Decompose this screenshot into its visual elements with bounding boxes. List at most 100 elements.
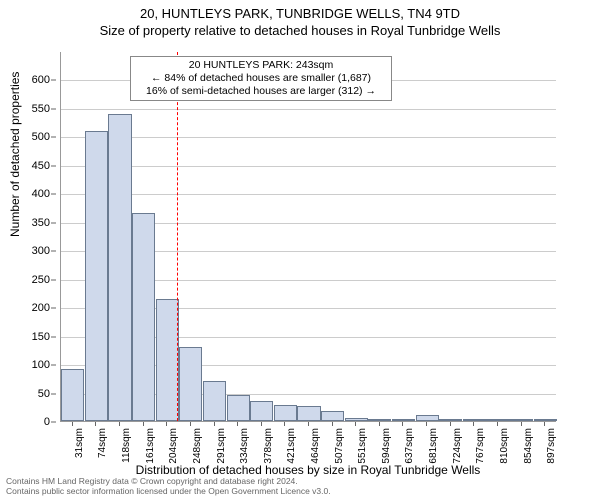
y-tick-mark	[51, 137, 56, 138]
histogram-bar	[156, 299, 179, 421]
y-tick-label: 300	[32, 245, 50, 257]
y-tick-mark	[51, 194, 56, 195]
x-tick-label: 421sqm	[286, 428, 297, 468]
histogram-bar	[227, 395, 250, 421]
y-tick-mark	[51, 422, 56, 423]
y-tick-mark	[51, 251, 56, 252]
x-tick-label: 378sqm	[263, 428, 274, 468]
x-tick-label: 74sqm	[97, 428, 108, 468]
histogram-bar	[250, 401, 273, 421]
x-tick-label: 810sqm	[499, 428, 510, 468]
x-tick-mark	[72, 422, 73, 426]
y-tick-label: 600	[32, 74, 50, 86]
x-tick-mark	[544, 422, 545, 426]
annotation-line-3: 16% of semi-detached houses are larger (…	[135, 85, 387, 98]
x-tick-mark	[497, 422, 498, 426]
plot-area	[60, 52, 556, 422]
x-tick-label: 118sqm	[121, 428, 132, 468]
y-tick-mark	[51, 336, 56, 337]
chart-subtitle: Size of property relative to detached ho…	[0, 23, 600, 38]
histogram-bar	[132, 213, 155, 421]
x-tick-label: 204sqm	[168, 428, 179, 468]
histogram-bar	[297, 406, 320, 421]
x-tick-mark	[261, 422, 262, 426]
x-tick-label: 291sqm	[216, 428, 227, 468]
y-tick-mark	[51, 393, 56, 394]
y-tick-label: 100	[32, 359, 50, 371]
y-tick-mark	[51, 80, 56, 81]
histogram-bar	[321, 411, 344, 421]
x-tick-mark	[166, 422, 167, 426]
grid-line	[61, 166, 556, 167]
y-tick-label: 450	[32, 160, 50, 172]
y-tick-mark	[51, 108, 56, 109]
x-tick-label: 334sqm	[239, 428, 250, 468]
y-tick-label: 0	[44, 416, 50, 428]
x-tick-mark	[237, 422, 238, 426]
x-tick-mark	[450, 422, 451, 426]
x-tick-mark	[379, 422, 380, 426]
x-tick-label: 551sqm	[357, 428, 368, 468]
x-tick-mark	[143, 422, 144, 426]
histogram-bar	[486, 419, 509, 421]
chart-title: 20, HUNTLEYS PARK, TUNBRIDGE WELLS, TN4 …	[0, 6, 600, 21]
annotation-line-2: ← 84% of detached houses are smaller (1,…	[135, 72, 387, 85]
annotation-line-1: 20 HUNTLEYS PARK: 243sqm	[135, 59, 387, 72]
x-tick-label: 854sqm	[523, 428, 534, 468]
histogram-bar	[439, 419, 462, 421]
histogram-bar	[179, 347, 202, 421]
x-tick-mark	[95, 422, 96, 426]
histogram-bar	[203, 381, 226, 421]
grid-line	[61, 194, 556, 195]
grid-line	[61, 109, 556, 110]
x-tick-mark	[308, 422, 309, 426]
y-tick-label: 50	[38, 388, 50, 400]
y-tick-label: 550	[32, 103, 50, 115]
x-tick-label: 31sqm	[74, 428, 85, 468]
histogram-bar	[345, 418, 368, 421]
x-tick-label: 507sqm	[334, 428, 345, 468]
x-tick-label: 767sqm	[475, 428, 486, 468]
x-axis: 31sqm 74sqm 118sqm 161sqm 204sqm 248sqm 291sqm…	[60, 422, 556, 466]
y-tick-label: 500	[32, 131, 50, 143]
x-tick-mark	[402, 422, 403, 426]
grid-line	[61, 137, 556, 138]
histogram-bar	[108, 114, 131, 421]
y-tick-mark	[51, 222, 56, 223]
x-tick-mark	[190, 422, 191, 426]
y-tick-mark	[51, 165, 56, 166]
y-tick-label: 350	[32, 217, 50, 229]
histogram-bar	[416, 415, 439, 421]
histogram-bar	[510, 419, 533, 421]
histogram-bar	[368, 419, 391, 421]
x-tick-label: 724sqm	[452, 428, 463, 468]
y-tick-label: 200	[32, 302, 50, 314]
title-block: 20, HUNTLEYS PARK, TUNBRIDGE WELLS, TN4 …	[0, 0, 600, 38]
x-tick-label: 681sqm	[428, 428, 439, 468]
histogram-bar	[463, 419, 486, 421]
x-tick-mark	[473, 422, 474, 426]
y-tick-label: 150	[32, 331, 50, 343]
x-tick-mark	[119, 422, 120, 426]
histogram-bar	[85, 131, 108, 421]
reference-line	[177, 52, 178, 421]
y-tick-mark	[51, 365, 56, 366]
histogram-bar	[534, 419, 557, 421]
histogram-bar	[274, 405, 297, 421]
y-tick-label: 250	[32, 274, 50, 286]
histogram-bar	[392, 419, 415, 421]
x-tick-label: 594sqm	[381, 428, 392, 468]
chart-container: 20, HUNTLEYS PARK, TUNBRIDGE WELLS, TN4 …	[0, 0, 600, 500]
x-tick-label: 637sqm	[404, 428, 415, 468]
x-tick-mark	[332, 422, 333, 426]
x-tick-label: 897sqm	[546, 428, 557, 468]
x-tick-label: 248sqm	[192, 428, 203, 468]
y-tick-label: 400	[32, 188, 50, 200]
x-tick-mark	[214, 422, 215, 426]
x-tick-label: 161sqm	[145, 428, 156, 468]
x-tick-mark	[355, 422, 356, 426]
footer-line-2: Contains public sector information licen…	[6, 487, 331, 497]
footer: Contains HM Land Registry data © Crown c…	[6, 477, 331, 497]
x-tick-mark	[521, 422, 522, 426]
y-axis: 050100150200250300350400450500550600	[0, 52, 56, 422]
